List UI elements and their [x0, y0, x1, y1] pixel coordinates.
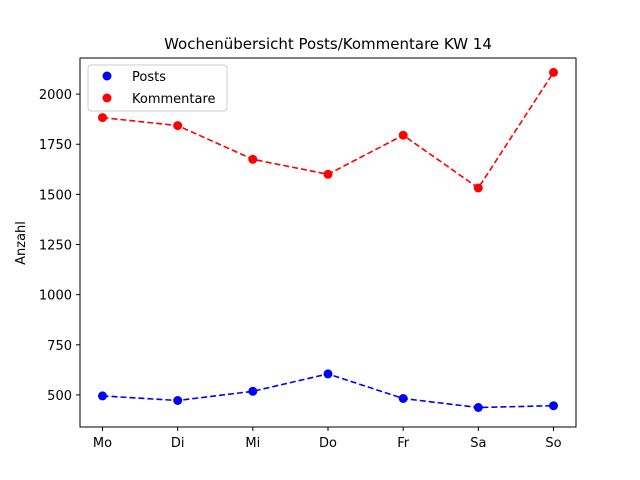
- x-tick-label: Di: [171, 436, 185, 451]
- y-tick-label: 1750: [39, 138, 72, 153]
- data-point-kommentare-sa: [473, 183, 483, 193]
- data-point-kommentare-mi: [248, 154, 258, 164]
- x-tick-label: Do: [319, 436, 337, 451]
- y-tick-label: 750: [47, 339, 72, 354]
- x-tick-label: So: [545, 436, 561, 451]
- plot-area: Mo Di Mi Do Fr Sa So 500 750 1000 1250 1500 1750 2000…: [39, 57, 577, 451]
- y-tick-label: 1000: [39, 289, 72, 304]
- y-tick-label: 1500: [39, 188, 72, 203]
- y-tick-label: 1250: [39, 239, 72, 254]
- data-point-posts-do: [323, 369, 333, 379]
- x-tick-label: Sa: [470, 436, 486, 451]
- y-axis-label: Anzahl: [14, 221, 29, 265]
- data-point-posts-so: [549, 401, 558, 411]
- y-tick-label: 500: [47, 389, 72, 404]
- data-point-kommentare-do: [323, 169, 333, 179]
- legend-marker-posts: [102, 71, 112, 81]
- data-point-kommentare-fr: [398, 130, 408, 140]
- x-tick-label: Fr: [397, 436, 410, 451]
- y-tick-label: 2000: [39, 88, 72, 103]
- data-point-kommentare-so: [549, 67, 558, 77]
- legend-label-posts: Posts: [132, 70, 166, 85]
- legend-label-kommentare: Kommentare: [132, 92, 216, 107]
- data-point-posts-mi: [248, 386, 258, 396]
- x-tick-label: Mo: [93, 436, 112, 451]
- data-point-kommentare-mo: [98, 113, 107, 123]
- data-point-posts-mo: [98, 391, 107, 401]
- data-point-posts-di: [173, 396, 183, 405]
- data-point-kommentare-di: [173, 121, 183, 131]
- chart-title: Wochenübersicht Posts/Kommentare KW 14: [164, 35, 492, 53]
- legend-box: [87, 64, 228, 112]
- data-point-posts-fr: [398, 394, 408, 403]
- data-point-posts-sa: [473, 403, 483, 412]
- legend-marker-kommentare: [102, 93, 112, 103]
- x-tick-label: Mi: [245, 436, 260, 451]
